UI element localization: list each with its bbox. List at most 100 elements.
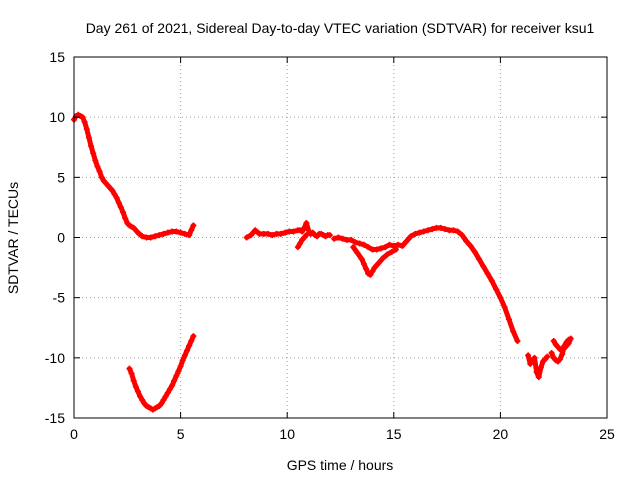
data-point [356, 240, 363, 247]
data-point [179, 357, 186, 364]
data-point [561, 345, 568, 352]
data-point [171, 377, 178, 384]
data-point [550, 337, 557, 344]
data-point [183, 347, 190, 354]
data-point [484, 270, 491, 277]
y-tick-label: 15 [49, 49, 65, 65]
y-tick-label: 10 [49, 109, 65, 125]
data-point [388, 248, 395, 255]
data-point [382, 244, 389, 251]
data-point [162, 393, 169, 400]
data-point [188, 337, 195, 344]
data-point [130, 224, 137, 231]
data-point [177, 229, 184, 236]
data-point [378, 245, 385, 252]
data-point [527, 360, 534, 367]
data-point [360, 260, 367, 267]
data-point [480, 263, 487, 270]
data-point [90, 150, 97, 157]
y-tick-label: -5 [53, 290, 66, 306]
data-point [493, 286, 500, 293]
data-point [164, 229, 171, 236]
data-point [296, 240, 303, 247]
data-point [147, 234, 154, 241]
data-points [71, 111, 574, 413]
data-point [290, 228, 297, 235]
data-point [350, 244, 357, 251]
data-point [130, 377, 137, 384]
data-point [190, 222, 197, 229]
x-axis-ticks: 0 5 10 15 20 25 [70, 57, 615, 442]
data-point [557, 346, 564, 353]
data-point [467, 242, 474, 249]
data-point [132, 383, 139, 390]
data-point [380, 254, 387, 261]
data-point [188, 227, 195, 234]
data-point [137, 393, 144, 400]
data-point [533, 369, 540, 376]
data-point [92, 157, 99, 164]
data-point [79, 114, 86, 121]
data-point [88, 143, 95, 150]
data-point [395, 241, 402, 248]
data-point [181, 230, 188, 237]
data-point [299, 228, 306, 235]
data-point [525, 352, 532, 359]
data-point [303, 220, 310, 227]
data-point [531, 354, 538, 361]
data-point [166, 386, 173, 393]
data-point [476, 256, 483, 263]
data-point [363, 265, 370, 272]
data-point [544, 353, 551, 360]
data-point [399, 242, 406, 249]
data-point [305, 227, 312, 234]
data-point [459, 232, 466, 239]
lower-track-trace [126, 333, 196, 413]
data-point [126, 365, 133, 372]
data-point [247, 232, 254, 239]
upper-track-trace [71, 112, 196, 240]
upper-track-trace [350, 244, 399, 278]
data-point [122, 215, 129, 222]
data-point [115, 199, 122, 206]
data-point [373, 246, 380, 253]
data-point [134, 229, 141, 236]
data-point [559, 351, 566, 358]
data-point [175, 368, 182, 375]
data-point [552, 341, 559, 348]
data-point [335, 234, 342, 241]
data-point [164, 389, 171, 396]
data-point [358, 256, 365, 263]
data-point [120, 209, 127, 216]
data-point [424, 227, 431, 234]
data-point [354, 250, 361, 257]
data-point [128, 370, 135, 377]
data-point [294, 244, 301, 251]
data-point [386, 241, 393, 248]
data-point [177, 363, 184, 370]
data-point [282, 229, 289, 236]
data-point [471, 248, 478, 255]
data-point [441, 226, 448, 233]
data-point [160, 230, 167, 237]
data-point [537, 364, 544, 371]
data-point [94, 163, 101, 170]
data-point [497, 294, 504, 301]
data-point [139, 396, 146, 403]
data-point [303, 232, 310, 239]
y-tick-label: 5 [57, 169, 65, 185]
x-tick-label: 5 [177, 426, 185, 442]
data-point [565, 340, 572, 347]
data-point [348, 236, 355, 243]
data-point [186, 342, 193, 349]
x-axis-title: GPS time / hours [287, 457, 394, 473]
data-point [535, 374, 542, 381]
y-tick-label: -15 [45, 410, 65, 426]
data-point [548, 350, 555, 357]
data-point [403, 238, 410, 245]
data-point [437, 224, 444, 231]
data-point [367, 271, 374, 278]
data-point [85, 134, 92, 141]
data-point [252, 227, 259, 234]
